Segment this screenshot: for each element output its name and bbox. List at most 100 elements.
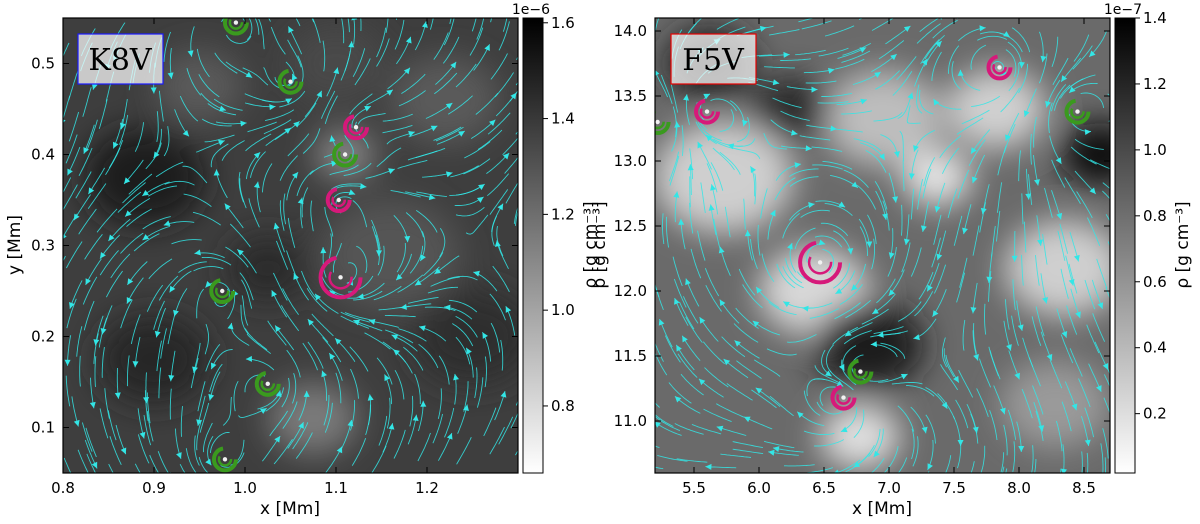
flow-arrow [742,119,748,127]
streamline [295,18,301,27]
flow-arrow [932,310,939,317]
flow-arrow [307,319,314,326]
streamline [824,203,853,216]
streamline [360,18,362,32]
streamline [875,70,900,90]
flow-arrow [434,268,442,274]
flow-arrow [176,452,182,459]
streamline [415,147,446,159]
flow-arrow [890,54,897,61]
streamline [1034,459,1037,473]
flow-arrow [828,67,835,74]
streamline [655,18,660,33]
streamline [690,248,702,279]
streamline [655,466,664,470]
streamline [817,101,849,104]
streamline [143,415,152,446]
streamline [134,463,141,473]
streamline [246,333,271,355]
streamline [897,457,908,473]
streamline [873,111,903,122]
flow-arrow [336,446,343,454]
streamline [209,363,223,393]
streamline [845,452,871,473]
streamline [733,323,759,343]
flow-arrow [114,392,121,399]
streamline [110,253,131,279]
streamline [953,215,963,246]
vortex-marker-magenta [986,54,1013,81]
flow-arrow [329,290,336,297]
flow-arrow [768,449,775,456]
streamline [272,272,288,301]
plot-frame-f5v [654,17,1111,474]
flow-arrow [408,131,415,137]
panel-tag-k8v: K8V [77,33,164,85]
flow-arrow [847,248,854,255]
streamline [489,189,509,215]
streamline [417,432,431,462]
flow-arrow [907,92,914,100]
streamline [164,180,195,186]
streamline [329,164,359,176]
streamline [672,256,683,287]
streamline [104,388,110,419]
streamline [447,95,473,115]
x-axis-title-f5v: x [Mm] [852,499,912,519]
flow-arrow [368,318,376,325]
flow-arrow [124,177,131,184]
flow-arrow [420,400,427,407]
streamline [324,402,333,433]
flow-arrow [224,203,231,211]
streamline [341,18,345,44]
streamline [448,299,478,313]
streamline [86,453,97,473]
flow-arrow [706,134,713,142]
flow-arrow [936,253,943,261]
flow-arrow [687,164,694,171]
flow-arrow [293,121,300,128]
vortex-marker-magenta [830,384,857,411]
streamline [764,66,795,69]
flow-arrow [880,3,888,11]
flow-arrow [851,284,858,291]
streamline [1031,316,1042,347]
streamline [980,445,986,473]
flow-arrow [682,335,688,343]
flow-arrow [1073,254,1080,262]
streamline [757,224,761,256]
streamline [171,239,202,245]
flow-arrow [91,461,98,469]
streamline [233,380,239,412]
streamline [873,326,904,335]
streamline [377,245,385,276]
streamline [700,182,706,214]
streamline [1074,138,1104,150]
flow-arrow [787,243,793,250]
flow-arrow [1018,61,1025,69]
colorbar-tick-label: 1.6 [551,14,575,32]
y-axis-title-k8v: y [Mm] [5,215,25,275]
streamline [209,431,230,453]
streamline [65,134,78,164]
streamline [306,287,328,312]
flow-arrow [458,131,465,137]
flow-arrow [271,290,277,298]
streamline [352,200,368,228]
flow-arrow [391,334,399,341]
flow-arrow [329,135,336,142]
streamline [153,300,165,330]
streamline [394,369,405,400]
streamline [203,422,213,453]
x-tick-label: 0.9 [142,479,166,497]
streamline [63,457,72,473]
streamline [144,390,149,421]
streamline [484,356,487,388]
flow-arrow [811,86,818,93]
streamline [1070,146,1097,165]
streamline [476,18,485,40]
flow-arrow [478,184,485,191]
streamline [906,105,921,124]
panel-label-f5v: F5V [682,43,745,78]
streamline [63,95,71,121]
